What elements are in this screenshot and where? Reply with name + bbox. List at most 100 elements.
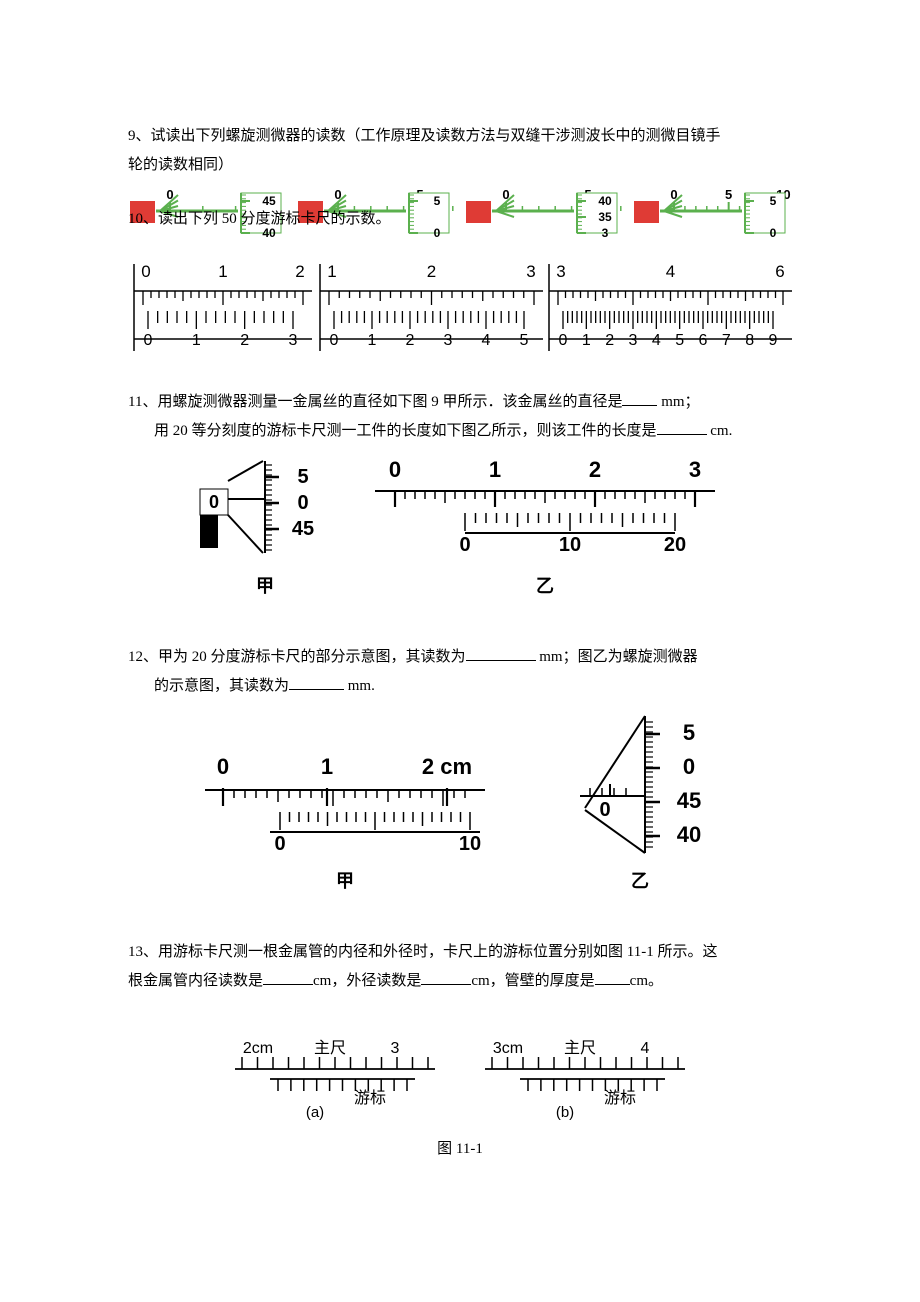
q12-figures: 012 cm010 甲 0504540 乙 bbox=[128, 708, 792, 898]
svg-text:10: 10 bbox=[559, 534, 581, 556]
svg-text:2: 2 bbox=[295, 262, 304, 281]
svg-text:3: 3 bbox=[556, 262, 565, 281]
svg-text:1: 1 bbox=[218, 262, 227, 281]
svg-text:4: 4 bbox=[666, 262, 675, 281]
svg-text:40: 40 bbox=[598, 194, 612, 208]
svg-text:(b): (b) bbox=[556, 1104, 574, 1121]
q9-line1: 9、试读出下列螺旋测微器的读数（工作原理及读数方法与双缝干涉测波长中的测微目镜手 bbox=[128, 122, 792, 151]
svg-text:2: 2 bbox=[240, 332, 249, 349]
micrometer-3: 0540353 bbox=[464, 189, 624, 249]
svg-text:0: 0 bbox=[502, 189, 509, 202]
svg-text:4: 4 bbox=[652, 332, 661, 349]
q11-line2: 用 20 等分刻度的游标卡尺测一工件的长度如下图乙所示，则该工件的长度是 cm. bbox=[128, 417, 792, 446]
svg-text:0: 0 bbox=[274, 833, 285, 855]
svg-text:4: 4 bbox=[481, 332, 490, 349]
q13-line1: 13、用游标卡尺测一根金属管的内径和外径时，卡尺上的游标位置分别如图 11-1 … bbox=[128, 938, 792, 967]
vernier-2: 1 2 3 0 1 2 3 4 5 bbox=[314, 259, 543, 354]
svg-text:(a): (a) bbox=[306, 1104, 324, 1121]
svg-text:6: 6 bbox=[699, 332, 708, 349]
q10-text: 10、读出下列 50 分度游标卡尺的示数。 bbox=[128, 205, 391, 234]
svg-text:0: 0 bbox=[434, 226, 441, 240]
caption-yi-12: 乙 bbox=[555, 864, 725, 898]
svg-text:0: 0 bbox=[459, 534, 470, 556]
q13-figures: 2cm主尺3游标(a) 3cm主尺4游标(b) bbox=[128, 1035, 792, 1125]
svg-text:0: 0 bbox=[209, 492, 219, 512]
q11-line1: 11、用螺旋测微器测量一金属丝的直径如下图 9 甲所示．该金属丝的直径是 mm； bbox=[128, 388, 792, 417]
question-12: 12、甲为 20 分度游标卡尺的部分示意图，其读数为 mm；图乙为螺旋测微器 的… bbox=[128, 643, 792, 898]
svg-text:5: 5 bbox=[675, 332, 684, 349]
svg-text:5: 5 bbox=[297, 466, 308, 488]
svg-text:0: 0 bbox=[559, 332, 568, 349]
svg-text:5: 5 bbox=[770, 194, 777, 208]
svg-text:1: 1 bbox=[582, 332, 591, 349]
svg-text:游标: 游标 bbox=[354, 1089, 386, 1107]
svg-text:0: 0 bbox=[141, 262, 150, 281]
q13-line2: 根金属管内径读数是cm，外径读数是cm，管壁的厚度是cm。 bbox=[128, 967, 792, 996]
svg-text:3: 3 bbox=[526, 262, 535, 281]
caption-jia-11: 甲 bbox=[195, 569, 335, 603]
q9-line2: 轮的读数相同） bbox=[128, 151, 792, 180]
svg-text:45: 45 bbox=[292, 518, 314, 540]
svg-text:9: 9 bbox=[769, 332, 778, 349]
q12-line2: 的示意图，其读数为 mm. bbox=[128, 672, 792, 701]
svg-text:40: 40 bbox=[677, 822, 701, 847]
svg-text:0: 0 bbox=[770, 226, 777, 240]
micrometer-4: 051050 bbox=[632, 189, 792, 249]
svg-text:6: 6 bbox=[775, 262, 784, 281]
svg-text:0: 0 bbox=[144, 332, 153, 349]
svg-text:3: 3 bbox=[602, 226, 609, 240]
q12-micrometer: 0504540 bbox=[555, 708, 725, 858]
svg-text:0: 0 bbox=[329, 332, 338, 349]
svg-text:1: 1 bbox=[327, 262, 336, 281]
svg-text:3: 3 bbox=[289, 332, 298, 349]
svg-text:0: 0 bbox=[166, 189, 173, 202]
question-11: 11、用螺旋测微器测量一金属丝的直径如下图 9 甲所示．该金属丝的直径是 mm；… bbox=[128, 388, 792, 603]
svg-text:0: 0 bbox=[217, 754, 229, 779]
svg-text:1: 1 bbox=[489, 457, 501, 482]
svg-text:2cm: 2cm bbox=[243, 1040, 273, 1057]
svg-text:主尺: 主尺 bbox=[564, 1039, 596, 1057]
svg-text:0: 0 bbox=[334, 189, 341, 202]
vernier-3: 3460123456789 bbox=[543, 259, 792, 354]
q12-line1: 12、甲为 20 分度游标卡尺的部分示意图，其读数为 mm；图乙为螺旋测微器 bbox=[128, 643, 792, 672]
question-13: 13、用游标卡尺测一根金属管的内径和外径时，卡尺上的游标位置分别如图 11-1 … bbox=[128, 938, 792, 1164]
q13-fig-caption: 图 11-1 bbox=[128, 1135, 792, 1164]
question-9: 9、试读出下列螺旋测微器的读数（工作原理及读数方法与双缝干涉测波长中的测微目镜手… bbox=[128, 122, 792, 354]
svg-text:5: 5 bbox=[683, 720, 695, 745]
svg-text:3: 3 bbox=[689, 457, 701, 482]
svg-text:0: 0 bbox=[297, 492, 308, 514]
q9-verniers-row: 0120123 123012345 3460123456789 bbox=[128, 259, 792, 354]
svg-text:3cm: 3cm bbox=[493, 1040, 523, 1057]
svg-text:2: 2 bbox=[405, 332, 414, 349]
svg-text:0: 0 bbox=[599, 799, 610, 821]
svg-text:0: 0 bbox=[683, 754, 695, 779]
svg-text:10: 10 bbox=[459, 833, 481, 855]
svg-text:3: 3 bbox=[443, 332, 452, 349]
svg-text:1: 1 bbox=[321, 754, 333, 779]
q11-vernier: 0 1 2 3 0 10 20 bbox=[365, 453, 725, 563]
q12-vernier: 012 cm010 bbox=[195, 748, 495, 858]
svg-text:20: 20 bbox=[664, 534, 686, 556]
svg-text:45: 45 bbox=[677, 788, 701, 813]
svg-text:0: 0 bbox=[389, 457, 401, 482]
svg-text:2: 2 bbox=[589, 457, 601, 482]
q13-caliper-a: 2cm主尺3游标(a) bbox=[220, 1035, 450, 1125]
svg-text:1: 1 bbox=[192, 332, 201, 349]
svg-text:5: 5 bbox=[725, 189, 732, 202]
svg-text:5: 5 bbox=[434, 194, 441, 208]
caption-yi-11: 乙 bbox=[365, 569, 725, 603]
vernier-1: 0 1 2 0 1 2 3 bbox=[128, 259, 314, 354]
q13-caliper-b: 3cm 主尺 4 游标 (b) bbox=[470, 1035, 700, 1125]
svg-text:8: 8 bbox=[745, 332, 754, 349]
svg-text:35: 35 bbox=[598, 210, 612, 224]
svg-text:2: 2 bbox=[426, 262, 435, 281]
svg-text:4: 4 bbox=[641, 1040, 650, 1057]
q11-micrometer: 0 5 0 45 bbox=[195, 453, 335, 563]
svg-text:游标: 游标 bbox=[604, 1089, 636, 1107]
svg-text:0: 0 bbox=[670, 189, 677, 202]
q11-figures: 0 5 0 45 甲 0 1 2 3 0 10 20 乙 bbox=[128, 453, 792, 603]
svg-text:3: 3 bbox=[629, 332, 638, 349]
svg-text:5: 5 bbox=[519, 332, 528, 349]
svg-text:1: 1 bbox=[367, 332, 376, 349]
svg-text:2: 2 bbox=[605, 332, 614, 349]
